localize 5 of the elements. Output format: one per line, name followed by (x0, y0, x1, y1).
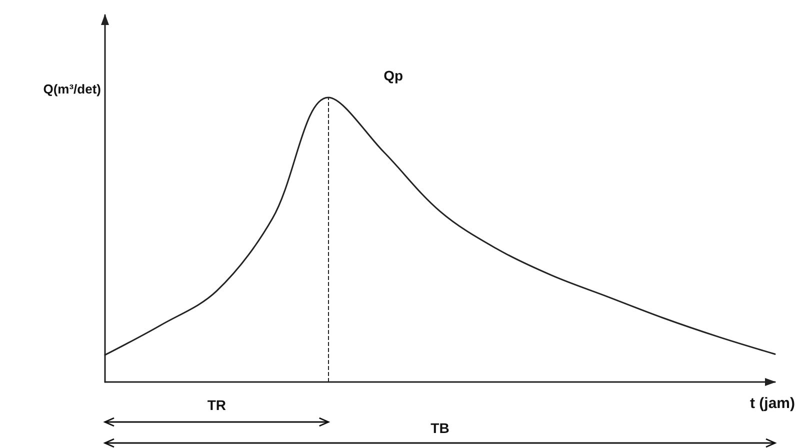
text: TB (430, 420, 450, 436)
y-axis-title: Q(m³/det) (43, 82, 101, 97)
x-axis-title: t (jam) (750, 395, 796, 412)
text: TR (207, 397, 226, 413)
text: Qp (384, 68, 404, 84)
